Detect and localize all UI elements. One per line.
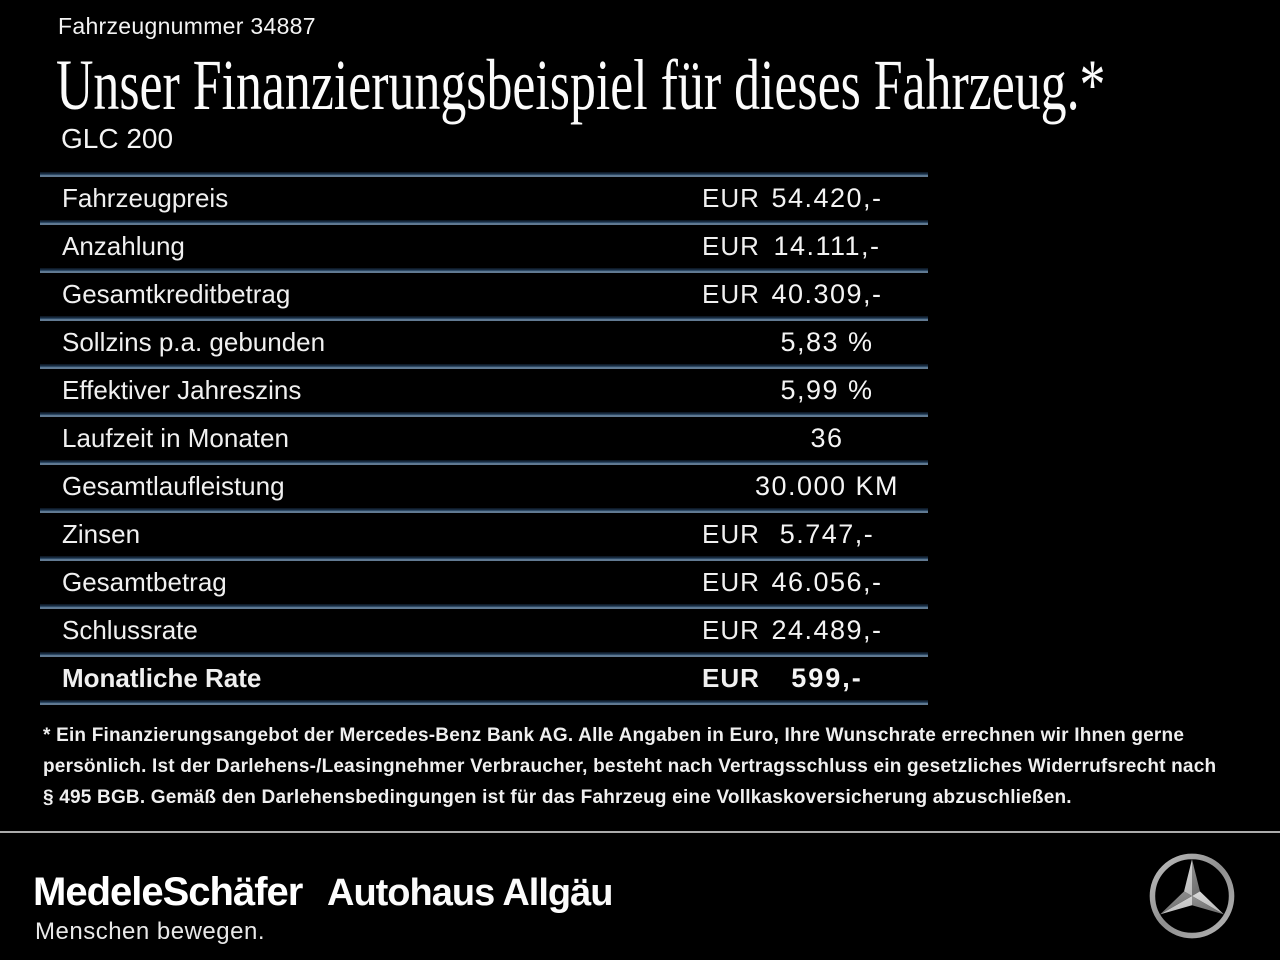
row-currency: EUR <box>702 567 760 597</box>
footnote-line: § 495 BGB. Gemäß den Darlehensbedingunge… <box>43 787 1072 808</box>
row-value: 5.747,- <box>779 519 875 549</box>
table-separator <box>40 172 928 177</box>
vehicle-number: Fahrzeugnummer 34887 <box>58 13 316 39</box>
row-label: Sollzins p.a. gebunden <box>62 327 326 357</box>
row-label: Gesamtlaufleistung <box>62 471 285 501</box>
page-title: Unser Finanzierungsbeispiel für dieses F… <box>56 45 1106 125</box>
table-row: Schlussrate EUR 24.489,- <box>40 609 928 652</box>
table-row: Gesamtlaufleistung 30.000 KM <box>40 465 928 508</box>
row-value: 5,83 % <box>780 327 874 357</box>
table-separator <box>40 652 928 657</box>
row-currency: EUR <box>702 663 760 693</box>
table-separator <box>40 316 928 321</box>
footnote-line: * Ein Finanzierungsangebot der Mercedes-… <box>43 725 1185 746</box>
row-label: Schlussrate <box>62 615 198 645</box>
row-label: Laufzeit in Monaten <box>62 423 289 453</box>
table-row: Effektiver Jahreszins 5,99 % <box>40 369 928 412</box>
row-value: 599,- <box>791 663 863 693</box>
dealer-logo-medeleschafer: MedeleSchäfer <box>33 870 303 914</box>
table-row: Anzahlung EUR 14.111,- <box>40 225 928 268</box>
row-label: Zinsen <box>62 519 141 549</box>
row-label: Fahrzeugpreis <box>62 183 229 213</box>
row-value: 36 <box>810 423 844 453</box>
table-separator <box>40 700 928 705</box>
row-value: 40.309,- <box>771 279 883 309</box>
row-value: 30.000 KM <box>754 471 900 501</box>
table-separator <box>40 364 928 369</box>
table-separator <box>40 604 928 609</box>
table-row: Monatliche Rate EUR 599,- <box>40 657 928 700</box>
table-row: Zinsen EUR 5.747,- <box>40 513 928 556</box>
row-label: Monatliche Rate <box>62 663 262 693</box>
table-row: Sollzins p.a. gebunden 5,83 % <box>40 321 928 364</box>
row-value: 24.489,- <box>771 615 883 645</box>
dealer-tagline: Menschen bewegen. <box>35 918 265 945</box>
mercedes-benz-star-icon <box>1149 853 1235 939</box>
dealer-logo-autohaus-allgau: Autohaus Allgäu <box>327 872 613 914</box>
table-row: Gesamtbetrag EUR 46.056,- <box>40 561 928 604</box>
vehicle-model: GLC 200 <box>61 123 174 154</box>
row-currency: EUR <box>702 615 760 645</box>
row-label: Effektiver Jahreszins <box>62 375 302 405</box>
row-currency: EUR <box>702 183 760 213</box>
table-separator <box>40 556 928 561</box>
table-separator <box>40 412 928 417</box>
row-value: 14.111,- <box>773 231 881 261</box>
finance-table: Fahrzeugpreis EUR 54.420,- Anzahlung EUR 14.1… <box>40 172 928 705</box>
row-value: 5,99 % <box>780 375 874 405</box>
row-label: Gesamtbetrag <box>62 567 227 597</box>
table-separator <box>40 220 928 225</box>
table-row: Fahrzeugpreis EUR 54.420,- <box>40 177 928 220</box>
footer-divider <box>0 831 1280 833</box>
row-value: 46.056,- <box>771 567 883 597</box>
row-value: 54.420,- <box>771 183 883 213</box>
row-currency: EUR <box>702 231 760 261</box>
table-separator <box>40 268 928 273</box>
row-currency: EUR <box>702 519 760 549</box>
table-separator <box>40 508 928 513</box>
row-label: Anzahlung <box>62 231 185 261</box>
row-currency: EUR <box>702 279 760 309</box>
table-row: Gesamtkreditbetrag EUR 40.309,- <box>40 273 928 316</box>
footnote-line: persönlich. Ist der Darlehens-/Leasingne… <box>43 756 1217 777</box>
row-label: Gesamtkreditbetrag <box>62 279 291 309</box>
legal-footnote: * Ein Finanzierungsangebot der Mercedes-… <box>43 720 1216 813</box>
table-separator <box>40 460 928 465</box>
table-row: Laufzeit in Monaten 36 <box>40 417 928 460</box>
